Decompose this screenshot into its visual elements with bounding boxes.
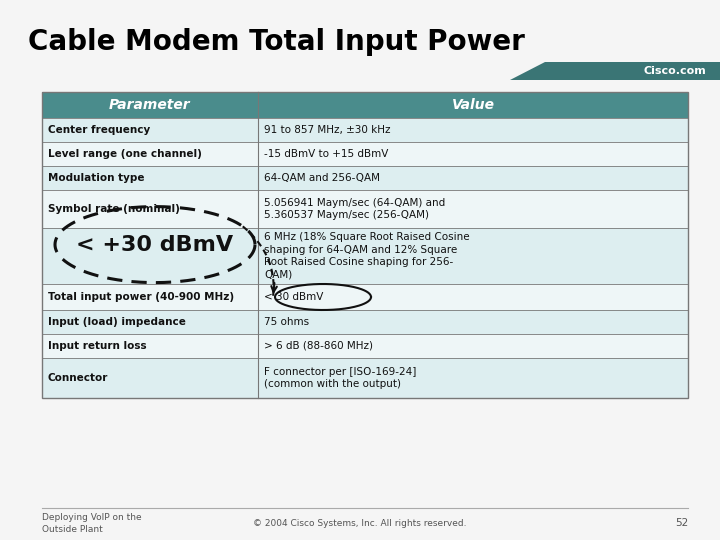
Text: 91 to 857 MHz, ±30 kHz: 91 to 857 MHz, ±30 kHz: [264, 125, 390, 135]
Text: -15 dBmV to +15 dBmV: -15 dBmV to +15 dBmV: [264, 149, 388, 159]
Text: Input (load) impedance: Input (load) impedance: [48, 317, 186, 327]
Polygon shape: [510, 62, 720, 80]
Text: Modulation type: Modulation type: [48, 173, 145, 183]
Text: > 6 dB (88-860 MHz): > 6 dB (88-860 MHz): [264, 341, 373, 351]
Bar: [42, 228, 688, 284]
Text: Connector: Connector: [48, 373, 109, 383]
Bar: [42, 334, 688, 358]
Text: < 30 dBmV: < 30 dBmV: [264, 292, 323, 302]
Text: Cisco.com: Cisco.com: [643, 66, 706, 76]
Text: 52: 52: [675, 518, 688, 528]
Text: 5.056941 Maym/sec (64-QAM) and
5.360537 Maym/sec (256-QAM): 5.056941 Maym/sec (64-QAM) and 5.360537 …: [264, 198, 445, 220]
Bar: [42, 358, 688, 398]
Text: Input return loss: Input return loss: [48, 341, 147, 351]
Bar: [42, 310, 688, 334]
Bar: [42, 92, 688, 398]
Text: Parameter: Parameter: [109, 98, 191, 112]
Bar: [42, 284, 688, 310]
Text: F connector per [ISO-169-24]
(common with the output): F connector per [ISO-169-24] (common wit…: [264, 367, 416, 389]
Text: Deploying VoIP on the: Deploying VoIP on the: [42, 514, 142, 523]
Text: Center frequency: Center frequency: [48, 125, 150, 135]
Text: Cable Modem Total Input Power: Cable Modem Total Input Power: [28, 28, 525, 56]
Bar: [42, 166, 688, 190]
Text: Level range (one channel): Level range (one channel): [48, 149, 202, 159]
Text: Outside Plant: Outside Plant: [42, 524, 103, 534]
Bar: [42, 142, 688, 166]
Text: < +30 dBmV: < +30 dBmV: [76, 234, 233, 254]
Text: Symbol rate (nominal): Symbol rate (nominal): [48, 204, 180, 214]
Text: 75 ohms: 75 ohms: [264, 317, 309, 327]
Text: Value: Value: [451, 98, 495, 112]
Bar: [42, 92, 688, 118]
Text: Total input power (40-900 MHz): Total input power (40-900 MHz): [48, 292, 234, 302]
Bar: [42, 190, 688, 228]
Text: 6 MHz (18% Square Root Raised Cosine
shaping for 64-QAM and 12% Square
Root Rais: 6 MHz (18% Square Root Raised Cosine sha…: [264, 232, 469, 280]
Text: © 2004 Cisco Systems, Inc. All rights reserved.: © 2004 Cisco Systems, Inc. All rights re…: [253, 518, 467, 528]
Bar: [42, 118, 688, 142]
Text: 64-QAM and 256-QAM: 64-QAM and 256-QAM: [264, 173, 380, 183]
